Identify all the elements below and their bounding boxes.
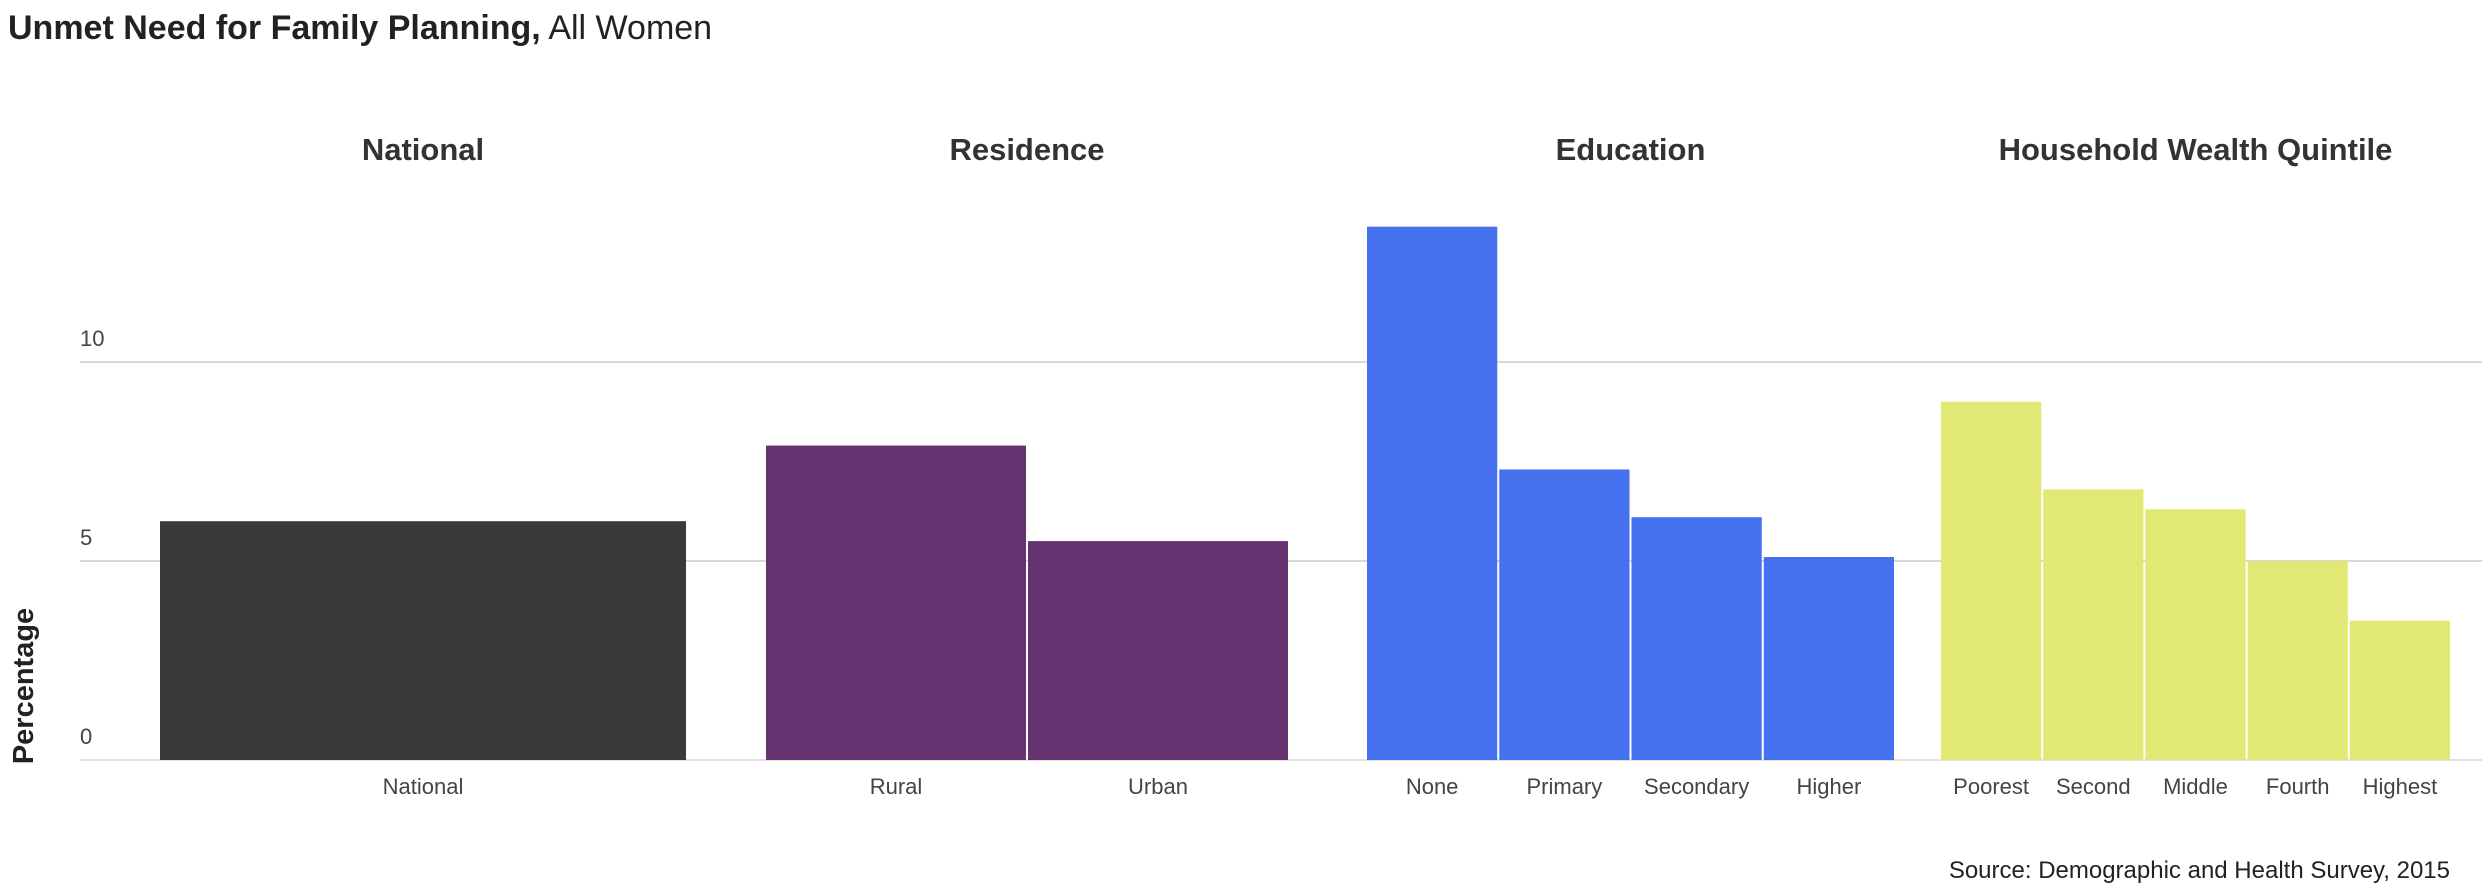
chart-title-rest: All Women <box>540 9 713 47</box>
x-tick-label-national: National <box>383 774 464 799</box>
x-tick-label-middle: Middle <box>2163 774 2228 799</box>
group-title-education: Education <box>1556 132 1706 167</box>
x-tick-label-primary: Primary <box>1526 774 1602 799</box>
x-tick-label-urban: Urban <box>1128 774 1188 799</box>
y-tick-label-0: 0 <box>80 724 92 749</box>
x-tick-label-poorest: Poorest <box>1953 774 2029 799</box>
y-axis-label: Percentage <box>8 608 40 764</box>
chart-title: Unmet Need for Family Planning, All Wome… <box>8 4 712 52</box>
group-title-residence: Residence <box>949 132 1104 167</box>
bar-poorest <box>1941 401 2042 760</box>
x-tick-label-highest: Highest <box>2363 774 2438 799</box>
x-tick-label-none: None <box>1406 774 1459 799</box>
x-tick-label-rural: Rural <box>870 774 923 799</box>
bar-primary <box>1499 469 1630 760</box>
y-tick-label-5: 5 <box>80 525 92 550</box>
bar-second <box>2043 489 2144 760</box>
chart-title-bold: Unmet Need for Family Planning, <box>8 9 541 47</box>
bar-highest <box>2349 620 2450 760</box>
bar-higher <box>1763 557 1894 760</box>
x-tick-label-second: Second <box>2056 774 2131 799</box>
labels: 0 5 10 National National Residence Rural Urban E… <box>80 132 2437 799</box>
bar-secondary <box>1631 517 1762 760</box>
bars <box>160 226 2450 760</box>
bar-middle <box>2145 509 2246 760</box>
x-tick-label-higher: Higher <box>1796 774 1861 799</box>
bar-none <box>1367 226 1498 760</box>
x-tick-label-fourth: Fourth <box>2266 774 2330 799</box>
bar-national <box>160 521 686 760</box>
x-tick-label-secondary: Secondary <box>1644 774 1749 799</box>
bar-rural <box>766 445 1026 760</box>
y-tick-label-10: 10 <box>80 326 104 351</box>
bar-fourth <box>2247 561 2348 760</box>
group-title-household-wealth-quintile: Household Wealth Quintile <box>1999 132 2393 167</box>
group-title-national: National <box>362 132 484 167</box>
bar-urban <box>1028 541 1288 760</box>
source-note: Source: Demographic and Health Survey, 2… <box>1949 857 2450 884</box>
